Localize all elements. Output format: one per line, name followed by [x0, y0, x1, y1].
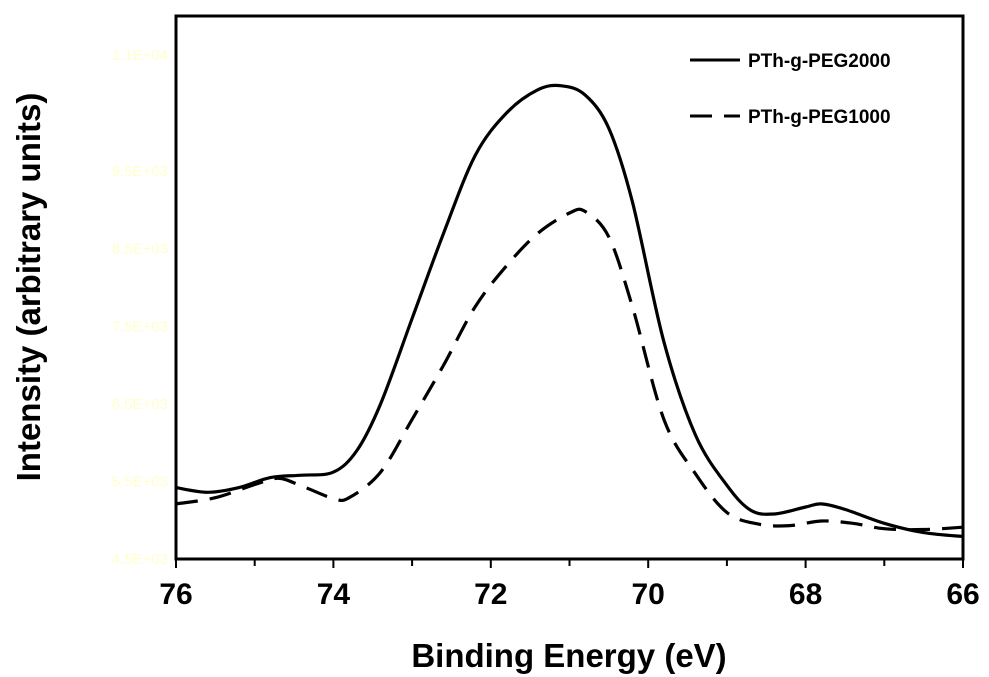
legend-label-series-2: PTh-g-PEG1000 [748, 107, 891, 128]
y-tick-label: 7.5E+03 [112, 318, 168, 335]
plot-area-frame [174, 14, 965, 561]
y-tick-label: 4.5E+03 [112, 551, 168, 568]
x-tick-label: 68 [789, 578, 822, 611]
x-tick-label: 74 [317, 578, 351, 611]
x-tick-label: 76 [159, 578, 192, 611]
y-axis-tick-labels: 4.5E+03 5.5E+03 6.5E+03 7.5E+03 8.5E+03 9.5E+… [112, 47, 168, 568]
x-axis-ticks: 76 74 72 70 68 66 [159, 559, 980, 611]
series-line-1 [175, 83, 964, 539]
legend-label-series-1: PTh-g-PEG2000 [748, 51, 891, 72]
y-tick-label: 8.5E+03 [112, 241, 168, 258]
y-tick-label: 1.1E+04 [112, 47, 168, 64]
y-tick-label: 5.5E+03 [112, 473, 168, 490]
x-tick-label: 72 [474, 578, 507, 611]
y-axis-title: Intensity (arbitrary units) [10, 93, 47, 482]
series-layer [175, 83, 964, 539]
series-line-2 [175, 207, 964, 532]
x-tick-label: 66 [946, 578, 979, 611]
y-tick-label: 6.5E+03 [112, 396, 168, 413]
x-axis-title: Binding Energy (eV) [411, 637, 726, 674]
y-tick-label: 9.5E+03 [112, 163, 168, 180]
x-tick-label: 70 [632, 578, 665, 611]
legend: PTh-g-PEG2000 PTh-g-PEG1000 [690, 51, 891, 128]
